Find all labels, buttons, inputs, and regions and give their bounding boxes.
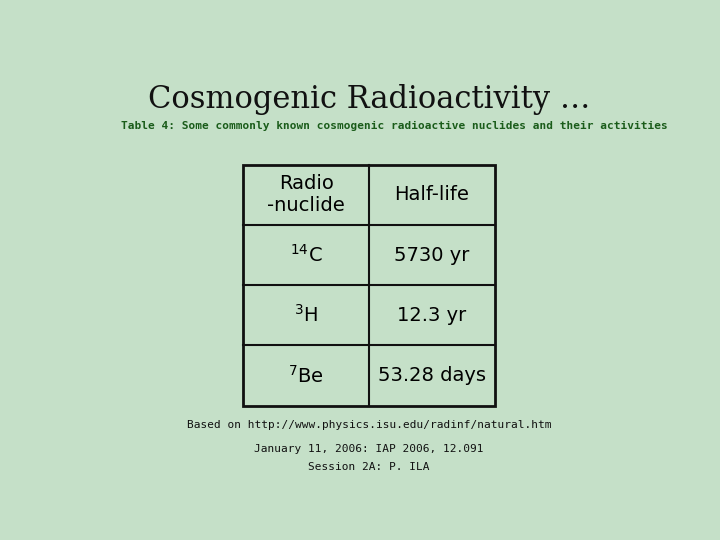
Text: Session 2A: P. ILA: Session 2A: P. ILA — [308, 462, 430, 472]
Text: $^{3}$H: $^{3}$H — [294, 305, 318, 326]
Text: Based on http://www.physics.isu.edu/radinf/natural.htm: Based on http://www.physics.isu.edu/radi… — [186, 420, 552, 430]
Text: $^{7}$Be: $^{7}$Be — [288, 364, 324, 387]
Text: Half-life: Half-life — [395, 185, 469, 204]
Text: $^{14}$C: $^{14}$C — [290, 244, 323, 266]
Text: 5730 yr: 5730 yr — [394, 246, 469, 265]
Text: Table 4: Some commonly known cosmogenic radioactive nuclides and their activitie: Table 4: Some commonly known cosmogenic … — [121, 121, 667, 131]
Text: 12.3 yr: 12.3 yr — [397, 306, 467, 325]
Text: January 11, 2006: IAP 2006, 12.091: January 11, 2006: IAP 2006, 12.091 — [254, 444, 484, 454]
Text: 53.28 days: 53.28 days — [378, 366, 486, 385]
Text: Cosmogenic Radioactivity …: Cosmogenic Radioactivity … — [148, 84, 590, 114]
Text: Radio
-nuclide: Radio -nuclide — [267, 174, 345, 215]
